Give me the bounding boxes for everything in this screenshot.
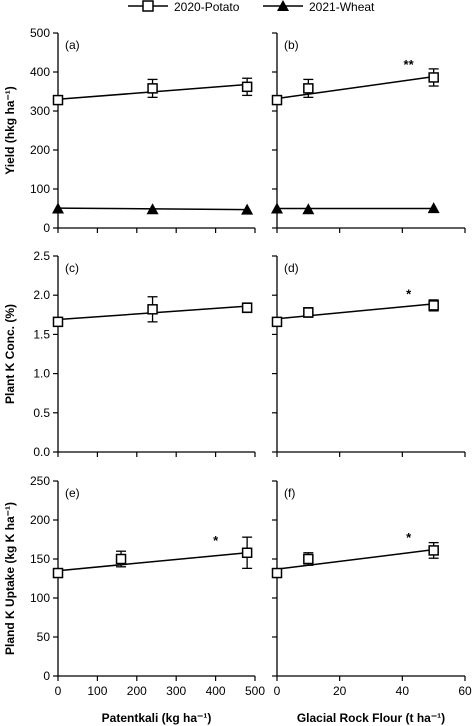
wheat-point [241,203,254,215]
wheat-point [146,203,159,215]
potato-point [303,553,314,565]
panel-label: (e) [65,486,80,500]
potato-point [428,545,439,556]
y-tick-label: 0.5 [33,406,50,420]
wheat-point [302,203,315,215]
x-tick-label: 40 [396,684,410,698]
panel-f: 0 20 40 60 (f) Glacial Rock Flour (t ha⁻¹) * [271,480,472,725]
legend-wheat-label: 2021-Wheat [309,0,375,14]
y-tick-label: 250 [30,474,50,488]
panel-d: (d) * [271,255,466,457]
panel-label: (d) [284,261,299,275]
x-tick-label: 300 [166,684,186,698]
significance-marker: * [213,533,219,548]
y-tick-label: 1.0 [33,367,50,381]
y-axis-title: Pland K Uptake (kg K ha⁻¹) [3,502,17,655]
y-tick-label: 200 [30,143,50,157]
y-tick-label: 150 [30,552,50,566]
x-tick-label: 0 [274,684,281,698]
wheat-point [427,202,440,214]
potato-point [147,304,158,315]
x-tick-label: 100 [87,684,107,698]
panel-label: (c) [65,261,79,275]
potato-fit-line [276,303,434,320]
y-tick-label: 100 [30,182,50,196]
potato-point [52,94,64,106]
potato-fit-line [276,548,434,570]
y-tick-label: 200 [30,513,50,527]
potato-point [428,72,439,83]
potato-fit-line [57,552,248,572]
significance-marker: * [406,530,412,545]
x-tick-label: 20 [333,684,347,698]
y-axis-title: Plant K Conc. (%) [3,304,17,404]
y-tick-label: 0 [43,669,50,683]
potato-point [241,81,253,93]
significance-marker: ** [404,57,415,72]
panel-label: (a) [65,38,80,52]
y-tick-label: 1.5 [33,327,50,341]
x-axis-title: Patentkali (kg ha⁻¹) [102,711,212,725]
potato-point [241,302,253,313]
panel-a: 0 100 200 300 400 500 (a) Yield (hkg ha⁻¹) [3,26,256,235]
potato-fit-line [276,75,434,100]
potato-point [115,553,127,565]
y-tick-label: 100 [30,591,50,605]
significance-marker: * [406,286,412,301]
x-axis-title: Glacial Rock Flour (t ha⁻¹) [297,711,445,725]
potato-point [303,307,314,318]
panel-label: (f) [284,486,295,500]
x-tick-label: 200 [127,684,147,698]
potato-point [147,83,158,94]
potato-point [271,94,283,106]
legend: 2020-Potato 2021-Wheat [128,0,375,14]
potato-point [271,567,283,579]
x-tick-label: 0 [55,684,62,698]
panel-e: 0 50 100 150 200 250 0 100 200 300 400 500 (e) Pland … [3,474,265,725]
x-tick-label: 60 [458,684,472,698]
potato-point [303,83,314,94]
potato-point [52,567,64,579]
y-tick-label: 300 [30,104,50,118]
legend-potato-label: 2020-Potato [174,0,240,14]
panel-label: (b) [284,38,299,52]
y-axis-title: Yield (hkg ha⁻¹) [3,86,17,175]
x-tick-label: 400 [206,684,226,698]
legend-potato-marker [142,0,154,12]
y-tick-label: 400 [30,65,50,79]
y-tick-label: 0.0 [33,445,50,459]
wheat-point [52,202,64,214]
y-tick-label: 50 [37,630,51,644]
panel-c: 0.0 0.5 1.0 1.5 2.0 2.5 (c) Plant K Conc. (%) [3,249,256,459]
y-tick-label: 0 [43,221,50,235]
panel-b: (b) ** [271,32,466,233]
potato-point [52,316,64,328]
y-tick-label: 2.0 [33,288,50,302]
legend-wheat-marker [277,0,289,11]
potato-point [428,300,439,311]
x-tick-label: 500 [245,684,265,698]
wheat-point [271,202,283,214]
potato-point [271,316,283,328]
y-tick-label: 2.5 [33,249,50,263]
potato-point [241,547,253,559]
y-tick-label: 500 [30,26,50,40]
